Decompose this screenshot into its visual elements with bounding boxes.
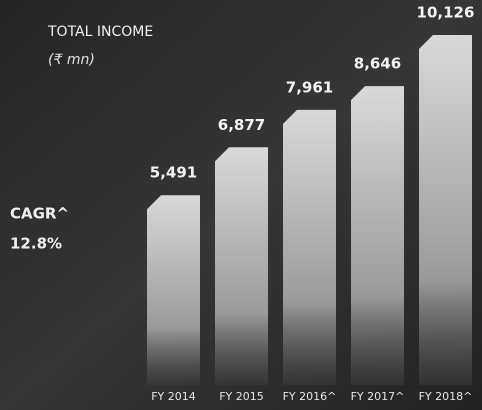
- x-tick-label: FY 2015: [219, 390, 264, 403]
- bar: [215, 147, 268, 385]
- x-tick-label: FY 2017^: [351, 390, 405, 403]
- chart-title: TOTAL INCOME: [47, 24, 153, 40]
- bar: [419, 35, 472, 385]
- value-label: 10,126: [417, 4, 475, 22]
- annotation: 12.8%: [10, 235, 62, 253]
- value-label: 7,961: [286, 78, 333, 96]
- bar: [283, 109, 336, 385]
- value-label: 8,646: [354, 55, 401, 73]
- x-tick-label: FY 2018^: [419, 390, 473, 403]
- value-label: 6,877: [218, 116, 265, 134]
- x-tick-label: FY 2016^: [283, 390, 337, 403]
- x-tick-label: FY 2014: [151, 390, 196, 403]
- value-label: 5,491: [150, 164, 197, 182]
- bar: [147, 195, 200, 385]
- annotation: CAGR^: [10, 205, 69, 223]
- chart-subtitle: (₹ mn): [48, 52, 95, 68]
- bar: [351, 86, 404, 385]
